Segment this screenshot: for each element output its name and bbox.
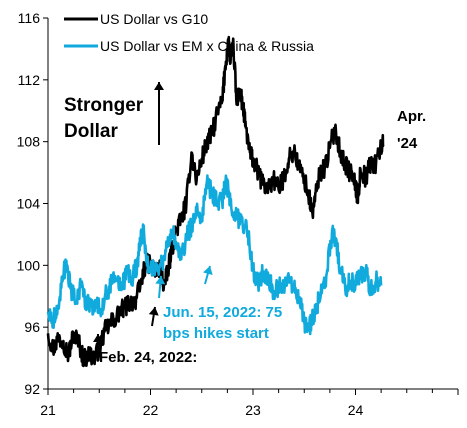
- y-tick-label: 92: [24, 381, 40, 397]
- legend-label-em: US Dollar vs EM x China & Russia: [100, 38, 314, 54]
- jun15-arrow-blue-2-head: [203, 266, 213, 276]
- annotation-jun15-line2: bps hikes start: [163, 325, 269, 342]
- legend: US Dollar vs G10 US Dollar vs EM x China…: [64, 11, 314, 54]
- x-tick-label: 23: [245, 402, 261, 418]
- annotation-arrows: [93, 82, 213, 357]
- annotation-24: '24: [397, 135, 418, 152]
- x-tick-label: 22: [143, 402, 159, 418]
- annotation-apr: Apr.: [397, 108, 426, 125]
- legend-label-g10: US Dollar vs G10: [100, 11, 208, 27]
- series-line-g10: [46, 35, 385, 368]
- y-tick-label: 100: [17, 257, 41, 273]
- series-line-em: [46, 174, 383, 336]
- series-lines: [46, 35, 385, 368]
- annotation-dollar: Dollar: [64, 121, 118, 142]
- jun15-arrow-blue-1-head: [155, 276, 166, 285]
- y-tick-label: 104: [17, 196, 41, 212]
- feb24-arrow-head: [93, 334, 103, 342]
- annotation-jun15-line1: Jun. 15, 2022: 75: [163, 304, 282, 321]
- stronger-dollar-arrow-head: [154, 82, 164, 90]
- y-tick-label: 108: [17, 134, 41, 150]
- annotation-stronger: Stronger: [64, 95, 144, 116]
- x-tick-label: 24: [348, 402, 364, 418]
- jun15-arrow-black-head: [148, 307, 159, 316]
- y-tick-label: 112: [18, 72, 41, 88]
- y-tick-label: 116: [18, 10, 41, 26]
- x-tick-label: 21: [40, 402, 56, 418]
- y-tick-label: 96: [24, 319, 40, 335]
- axes: [43, 17, 459, 395]
- tick-labels: 92 96 100 104 108 112 116 21 22 23 24: [17, 10, 364, 418]
- annotation-feb24: Feb. 24, 2022:: [99, 349, 197, 366]
